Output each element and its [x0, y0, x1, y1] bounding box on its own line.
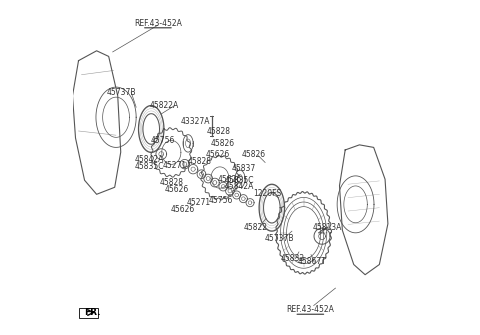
Text: 45837: 45837 [231, 164, 255, 173]
Text: 45756: 45756 [151, 136, 175, 144]
Text: 45756: 45756 [209, 196, 233, 205]
Text: 1220FS: 1220FS [253, 189, 281, 198]
Text: 45822A: 45822A [150, 101, 179, 110]
Text: 45828: 45828 [159, 178, 183, 187]
Text: 45828: 45828 [206, 127, 230, 136]
Text: 45626: 45626 [171, 205, 195, 213]
FancyBboxPatch shape [79, 308, 98, 318]
Text: 45626: 45626 [165, 185, 189, 194]
Text: FR.: FR. [84, 308, 101, 317]
Text: 45626: 45626 [206, 150, 230, 158]
Text: 45828: 45828 [188, 157, 212, 166]
Text: 43327A: 43327A [181, 117, 211, 126]
Text: 45822: 45822 [244, 223, 268, 232]
Text: 45271: 45271 [163, 161, 187, 170]
Text: 45867T: 45867T [298, 258, 326, 266]
Text: REF.43-452A: REF.43-452A [287, 306, 334, 314]
Text: 45813A: 45813A [312, 223, 342, 231]
Text: 45826: 45826 [211, 139, 235, 148]
Text: 45835C: 45835C [134, 162, 164, 171]
Text: 45626: 45626 [217, 176, 241, 184]
Text: 45271: 45271 [187, 198, 211, 206]
Text: REF.43-452A: REF.43-452A [134, 19, 182, 28]
Text: 45835C: 45835C [225, 177, 254, 185]
Text: 45842A: 45842A [134, 155, 164, 164]
Text: 45842A: 45842A [225, 183, 254, 191]
Text: 45737B: 45737B [265, 234, 294, 243]
Text: 45826: 45826 [241, 150, 265, 159]
Text: 45737B: 45737B [107, 88, 136, 96]
Text: 45832: 45832 [281, 254, 305, 263]
